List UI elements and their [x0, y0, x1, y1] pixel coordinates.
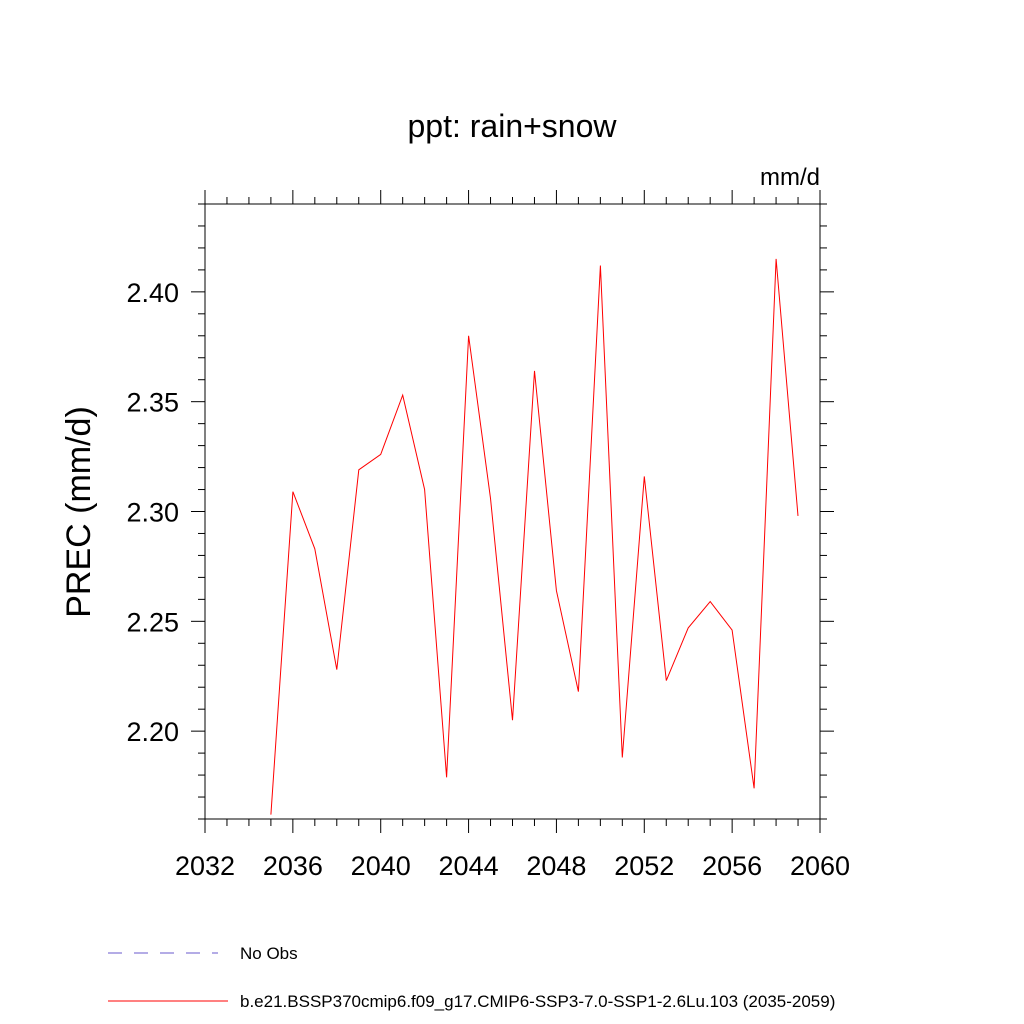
- x-tick-label: 2036: [263, 851, 323, 881]
- chart-title: ppt: rain+snow: [407, 108, 617, 144]
- x-tick-label: 2048: [526, 851, 586, 881]
- series-line: [270, 258, 799, 815]
- x-tick-label: 2040: [351, 851, 411, 881]
- units-label: mm/d: [760, 164, 820, 191]
- legend-label-model-run: b.e21.BSSP370cmip6.f09_g17.CMIP6-SSP3-7.…: [240, 992, 835, 1011]
- x-tick-label: 2032: [175, 851, 235, 881]
- x-tick-label: 2044: [439, 851, 499, 881]
- x-tick-label: 2056: [702, 851, 762, 881]
- x-axis-tick-labels: 2032 2036 2040 2044 2048 2052 2056 2060: [175, 851, 850, 881]
- y-tick-label: 2.20: [126, 717, 179, 747]
- x-tick-label: 2060: [790, 851, 850, 881]
- legend-label-no-obs: No Obs: [240, 944, 298, 963]
- y-tick-label: 2.40: [126, 278, 179, 308]
- series-lines: [270, 258, 799, 815]
- x-axis-ticks: [204, 190, 821, 833]
- x-tick-label: 2052: [614, 851, 674, 881]
- y-axis-tick-labels: 2.20 2.25 2.30 2.35 2.40: [126, 278, 179, 747]
- legend: No Obs b.e21.BSSP370cmip6.f09_g17.CMIP6-…: [108, 944, 835, 1011]
- y-axis-label: PREC (mm/d): [60, 406, 98, 618]
- y-tick-label: 2.30: [126, 498, 179, 528]
- plot-frame: [204, 203, 821, 820]
- y-tick-label: 2.25: [126, 607, 179, 637]
- y-tick-label: 2.35: [126, 388, 179, 418]
- y-axis-ticks: [191, 203, 834, 820]
